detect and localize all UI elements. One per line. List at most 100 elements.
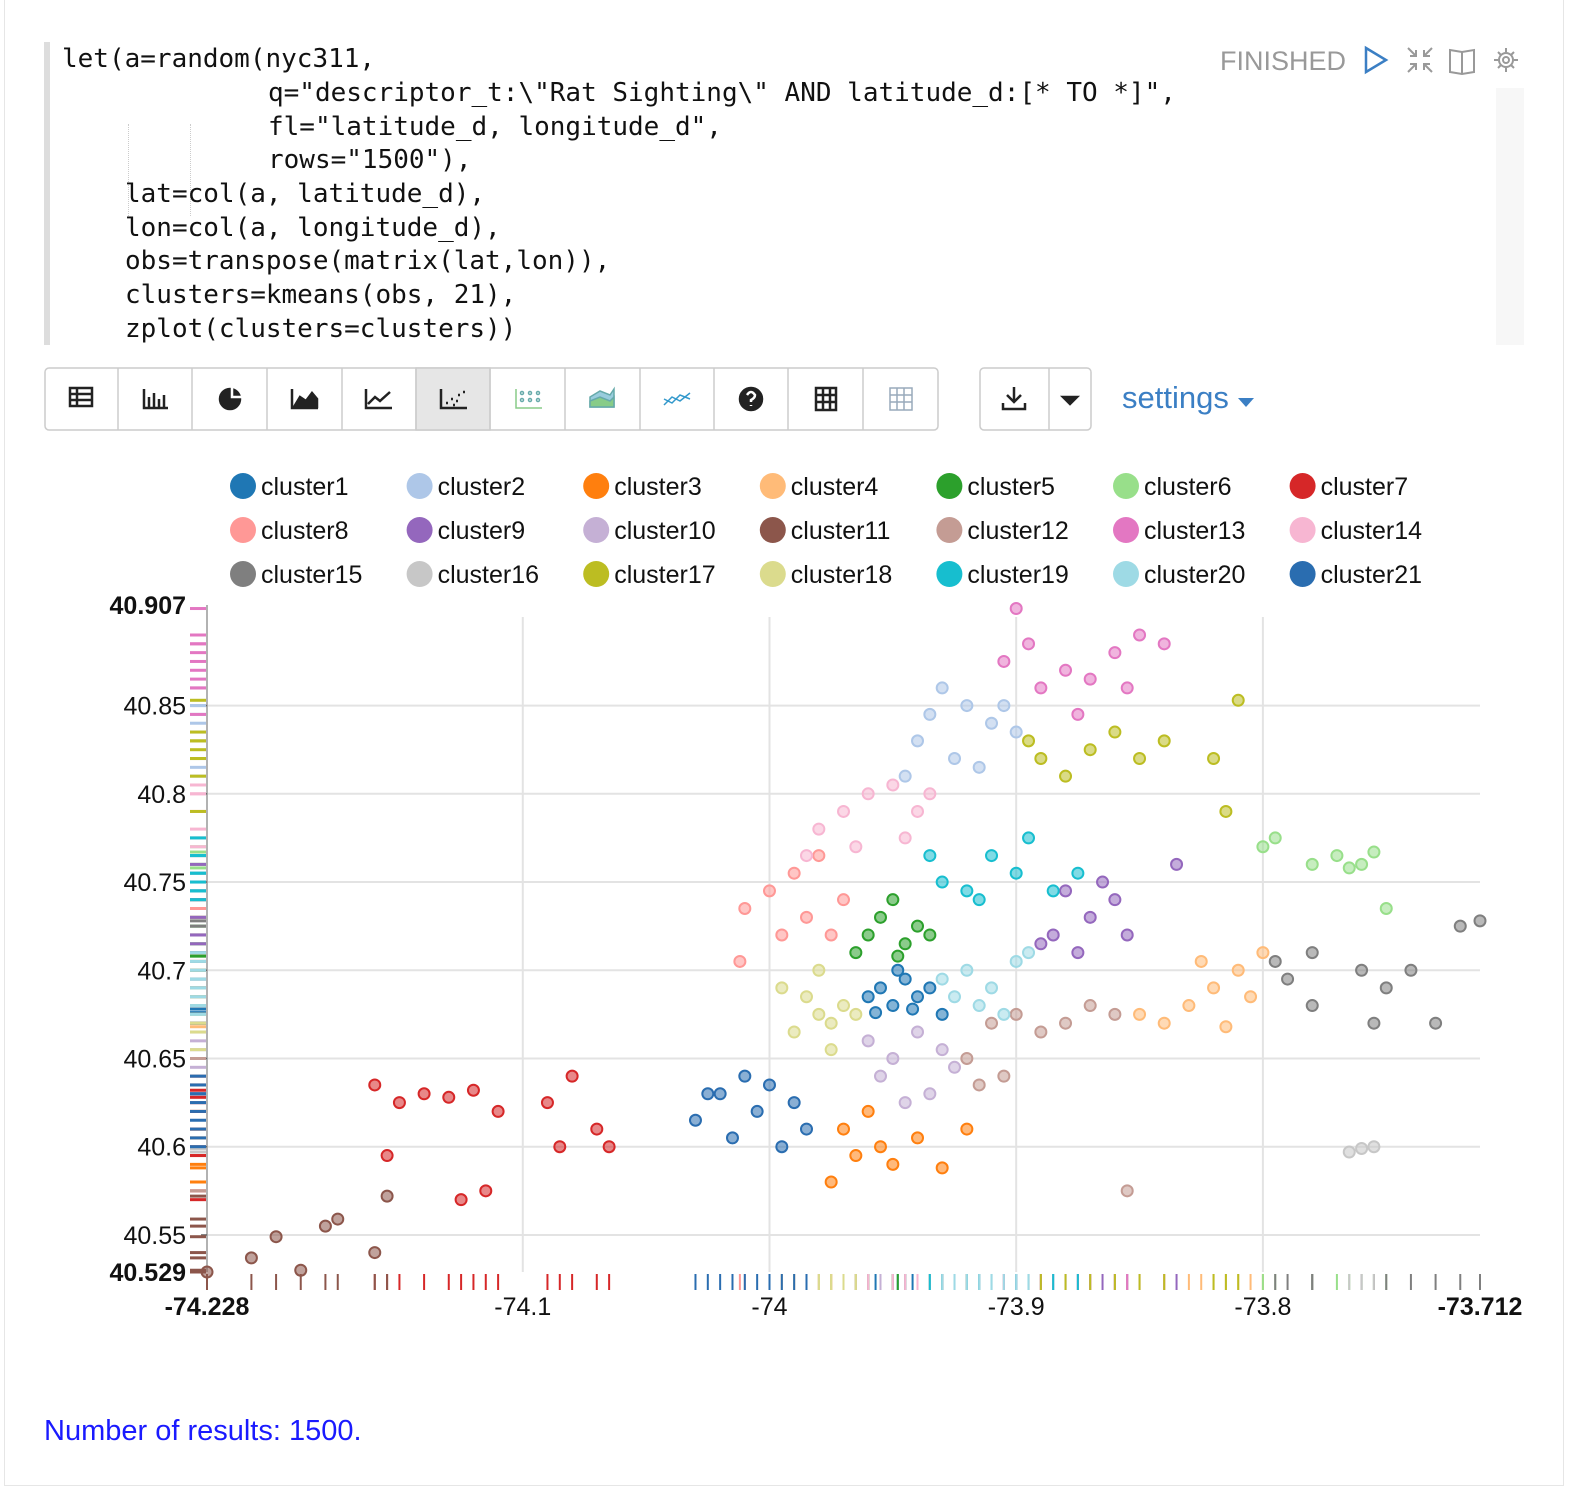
area-button[interactable]: [290, 389, 319, 410]
point: [861, 787, 875, 801]
legend-swatch: [583, 473, 610, 499]
scatter-button[interactable]: [439, 389, 467, 410]
point: [923, 849, 937, 863]
point: [935, 1043, 949, 1057]
legend-swatch: [230, 473, 256, 499]
line-button[interactable]: [364, 389, 392, 410]
help-button[interactable]: [738, 386, 764, 412]
point: [849, 946, 863, 960]
point: [948, 752, 962, 766]
point: [1108, 646, 1122, 660]
dropdown-caret[interactable]: [1059, 395, 1081, 406]
point: [997, 654, 1011, 668]
table-button[interactable]: [68, 386, 94, 408]
point: [1244, 990, 1258, 1004]
point: [442, 1090, 456, 1104]
bubble-button[interactable]: [515, 389, 542, 409]
indent-guide: [128, 124, 129, 216]
run-button[interactable]: [1364, 45, 1389, 75]
settings-menu[interactable]: settings: [1122, 380, 1255, 416]
toolbar: [44, 367, 1092, 431]
bar-chart-button[interactable]: [142, 389, 168, 410]
point: [762, 884, 776, 898]
settings-gear[interactable]: [1494, 48, 1518, 72]
point: [1034, 752, 1048, 766]
x-tick-label: -74: [751, 1293, 787, 1321]
point: [1256, 840, 1270, 854]
code-line: obs=transpose(matrix(lat,lon)),: [125, 246, 611, 276]
point: [898, 972, 912, 986]
status: FINISHED: [1220, 46, 1347, 76]
point: [985, 716, 999, 730]
point: [1083, 743, 1097, 757]
point: [1083, 672, 1097, 686]
point: [960, 884, 974, 898]
point: [1046, 884, 1060, 898]
point: [960, 963, 974, 977]
legend-label: cluster5: [967, 473, 1055, 501]
book-button[interactable]: [1449, 48, 1475, 76]
point: [200, 1265, 214, 1279]
point: [824, 928, 838, 942]
point: [849, 1149, 863, 1163]
point: [1034, 1025, 1048, 1039]
legend-swatch: [1289, 561, 1316, 587]
point: [812, 963, 826, 977]
point: [1096, 875, 1110, 889]
legend-label: cluster2: [438, 473, 526, 501]
legend-label: cluster4: [791, 473, 879, 501]
result-count: Number of results: 1500.: [44, 1415, 362, 1447]
settings-label[interactable]: settings: [1122, 380, 1229, 415]
code-line: zplot(clusters=clusters)): [125, 314, 517, 344]
point: [1429, 1016, 1443, 1030]
point: [960, 699, 974, 713]
paragraph-controls: [1364, 45, 1518, 76]
stacked-area-button[interactable]: [589, 386, 615, 408]
point: [1170, 857, 1184, 871]
heatmap-button[interactable]: [889, 387, 913, 411]
legend-label: cluster17: [614, 561, 715, 589]
point: [1367, 1016, 1381, 1030]
legend-swatch: [1113, 517, 1139, 543]
point: [972, 1078, 986, 1092]
point: [1231, 693, 1245, 707]
point: [1009, 602, 1023, 616]
legend-label: cluster11: [791, 517, 891, 545]
point: [417, 1087, 431, 1101]
legend-swatch: [936, 517, 963, 543]
pie-button[interactable]: [218, 387, 242, 411]
legend-swatch: [406, 517, 433, 543]
legend-swatch: [936, 561, 963, 587]
point: [787, 1025, 801, 1039]
point: [799, 849, 813, 863]
point: [688, 1113, 702, 1127]
point: [898, 1096, 912, 1110]
point: [997, 1069, 1011, 1083]
point: [837, 999, 850, 1013]
point: [1009, 725, 1023, 739]
legend-label: cluster19: [967, 561, 1068, 589]
multi-line-button[interactable]: [663, 392, 691, 406]
x-tick-label: -73.9: [988, 1293, 1045, 1321]
point: [869, 1006, 883, 1020]
point: [1157, 1016, 1171, 1030]
point: [911, 990, 925, 1004]
point: [923, 707, 937, 721]
point: [1404, 963, 1418, 977]
download-button[interactable]: [1001, 387, 1027, 411]
legend-swatch: [406, 561, 433, 587]
x-limit-label: -73.712: [1438, 1293, 1523, 1321]
point: [775, 981, 789, 995]
point: [1059, 1016, 1073, 1030]
collapse-button[interactable]: [1407, 47, 1433, 73]
point: [368, 1246, 382, 1260]
x-tick-label: -74.1: [494, 1293, 551, 1321]
point: [799, 1122, 813, 1136]
point: [911, 1131, 925, 1145]
grid-button[interactable]: [814, 386, 838, 412]
code-editor[interactable]: let(a=random(nyc311, q="descriptor_t:\"R…: [44, 42, 1524, 345]
point: [985, 981, 999, 995]
point: [1022, 946, 1036, 960]
point: [812, 822, 826, 836]
y-tick-label: 40.75: [123, 869, 186, 897]
